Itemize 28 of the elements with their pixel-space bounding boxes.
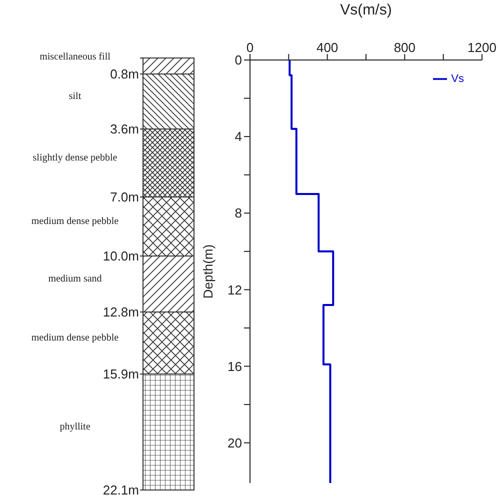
- category-label: silt: [68, 91, 82, 102]
- legend-label: Vs: [451, 72, 464, 85]
- x-axis-title: Vs(m/s): [340, 2, 392, 19]
- y-tick-label: 16: [228, 358, 242, 374]
- line-series: [288, 60, 334, 483]
- y-axis-title: Depth(m): [200, 244, 216, 299]
- y-tick-label: 0: [234, 52, 242, 68]
- category-label: medium dense pebble: [31, 332, 120, 344]
- category-label: slightly dense pebble: [32, 152, 118, 164]
- text: 22.1m: [102, 482, 139, 498]
- text: 10.0m: [102, 248, 139, 264]
- text: 7.0m: [110, 190, 139, 205]
- y-tick-label: 20: [228, 435, 242, 450]
- x-tick-label: 1200: [468, 40, 496, 55]
- text: 3.6m: [110, 122, 139, 137]
- y-tick-label: 8: [234, 206, 242, 221]
- x-tick-label: 0: [246, 40, 254, 55]
- text: 12.8m: [102, 304, 139, 320]
- x-tick-label: 800: [394, 40, 416, 55]
- category-label: phyllite: [60, 422, 91, 432]
- text: 0.8m: [110, 66, 139, 82]
- x-tick-label: 400: [316, 40, 338, 55]
- category-label: miscellaneous fill: [40, 52, 111, 62]
- y-tick-label: 4: [234, 129, 242, 144]
- y-tick-label: 12: [228, 282, 242, 298]
- category-label: medium sand: [48, 274, 102, 284]
- category-label: medium dense pebble: [31, 216, 120, 227]
- text: 15.9m: [102, 366, 139, 382]
